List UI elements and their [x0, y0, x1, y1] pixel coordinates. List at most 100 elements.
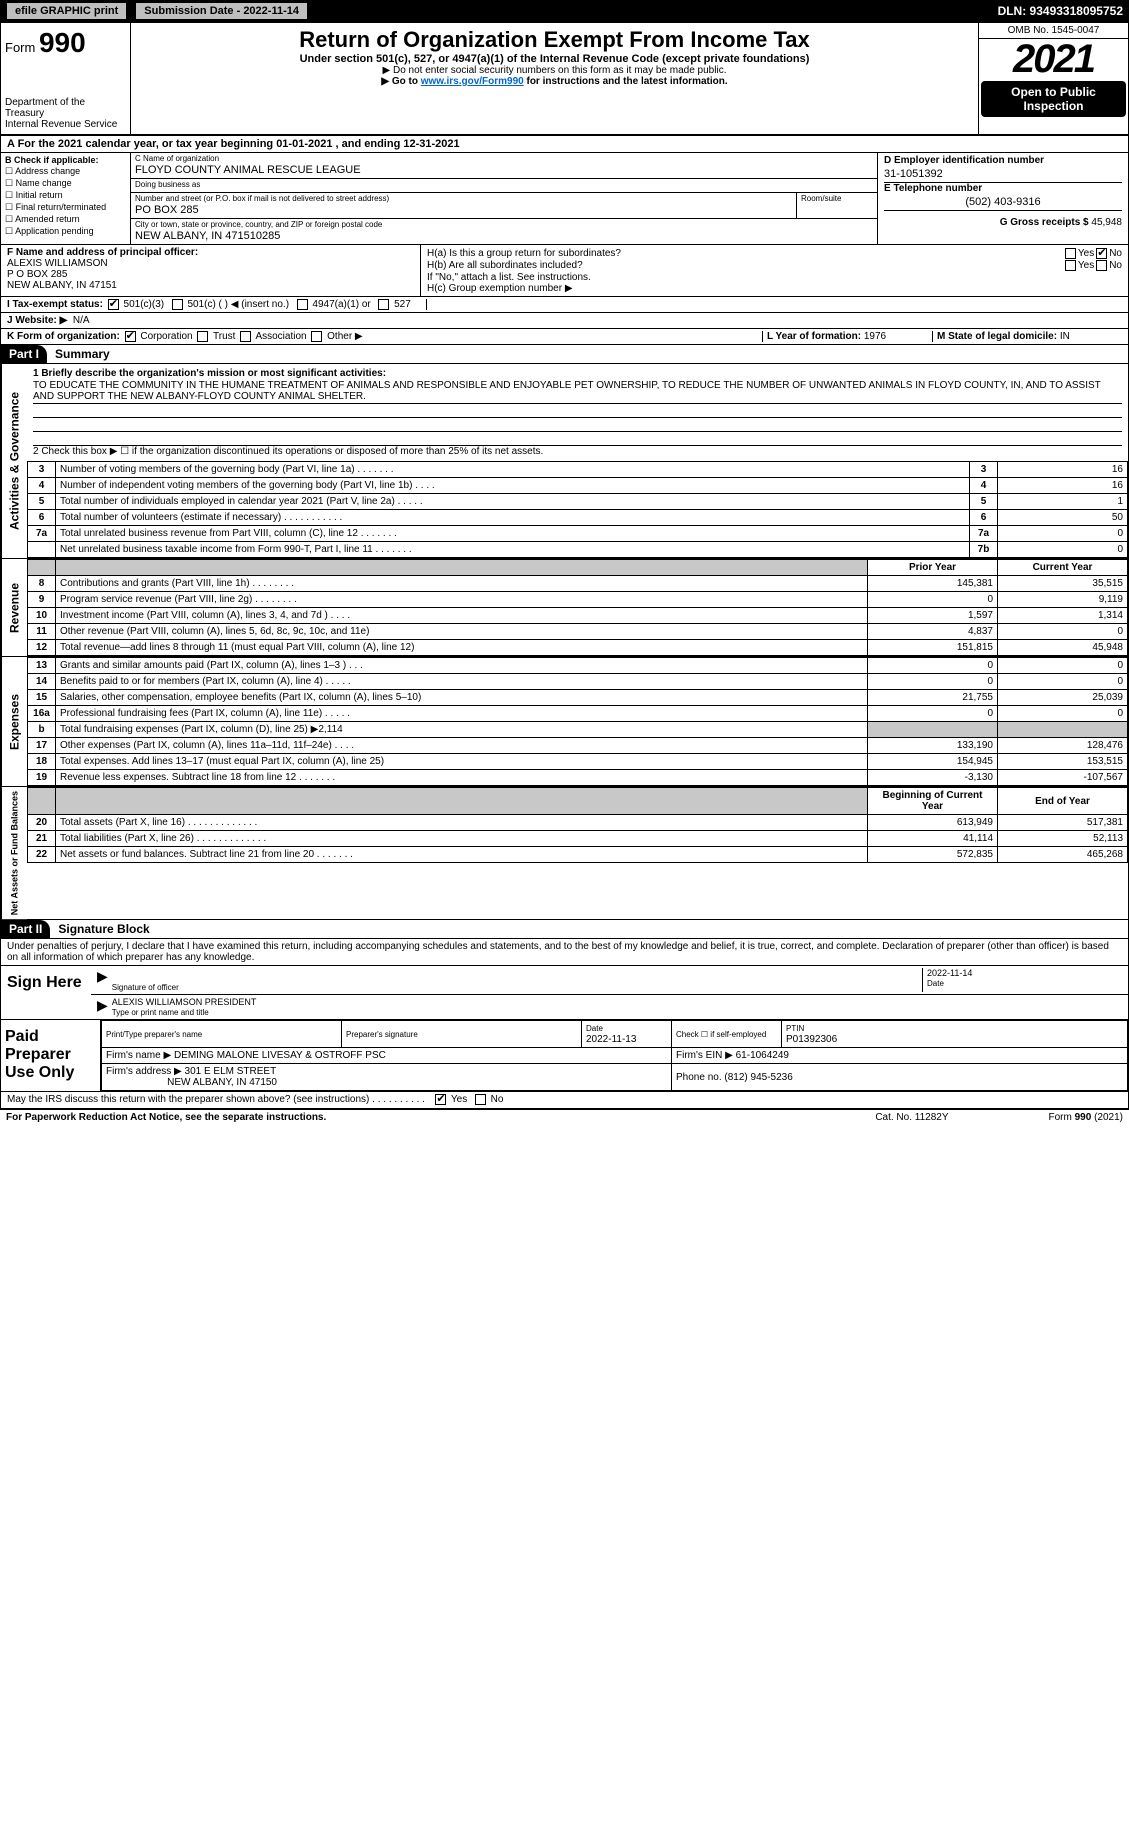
tel-value: (502) 403-9316 [884, 194, 1122, 211]
dept-treasury: Department of the Treasury [5, 97, 126, 119]
sig-date-value: 2022-11-14 [927, 968, 972, 978]
ptin-value: P01392306 [786, 1034, 837, 1045]
hb-no-checkbox[interactable] [1096, 260, 1107, 271]
dba-value [131, 190, 877, 192]
firm-phone: (812) 945-5236 [724, 1072, 792, 1083]
gross-label: G Gross receipts $ [1000, 217, 1089, 228]
form-label: Form [5, 40, 35, 55]
tax-year: 2021 [979, 39, 1128, 79]
submission-date: Submission Date - 2022-11-14 [135, 2, 308, 20]
year-formation: 1976 [864, 331, 886, 342]
mission-text: TO EDUCATE THE COMMUNITY IN THE HUMANE T… [33, 379, 1122, 404]
header-right: OMB No. 1545-0047 2021 Open to Public In… [978, 23, 1128, 134]
table-activities-governance: 3Number of voting members of the governi… [27, 461, 1128, 558]
city-value: NEW ALBANY, IN 471510285 [131, 230, 877, 244]
website-label: J Website: ▶ [7, 315, 67, 326]
officer-addr1: P O BOX 285 [7, 269, 67, 280]
sig-name-label: Type or print name and title [112, 1008, 209, 1017]
footer-mid: Cat. No. 11282Y [875, 1112, 948, 1123]
footer: For Paperwork Reduction Act Notice, see … [0, 1110, 1129, 1125]
goto-post: for instructions and the latest informat… [524, 76, 728, 87]
goto-pre: ▶ Go to [381, 76, 420, 87]
hb-note: If "No," attach a list. See instructions… [427, 272, 1122, 283]
open-inspection: Open to Public Inspection [981, 81, 1126, 117]
period-line: A For the 2021 calendar year, or tax yea… [1, 136, 1128, 153]
assoc-checkbox[interactable] [240, 331, 251, 342]
dba-label: Doing business as [131, 179, 877, 190]
ha-label: H(a) Is this a group return for subordin… [427, 248, 1063, 259]
sig-officer-label: Signature of officer [112, 983, 179, 992]
ha-yes-checkbox[interactable] [1065, 248, 1076, 259]
discuss-no-checkbox[interactable] [475, 1094, 486, 1105]
vtab-revenue: Revenue [1, 559, 27, 656]
form-header: Form 990 Department of the Treasury Inte… [1, 23, 1128, 136]
dept-irs: Internal Revenue Service [5, 119, 126, 130]
527-checkbox[interactable] [378, 299, 389, 310]
other-checkbox[interactable] [311, 331, 322, 342]
form-subtitle-2: ▶ Do not enter social security numbers o… [141, 65, 968, 76]
gross-value: 45,948 [1091, 217, 1122, 228]
section-f: F Name and address of principal officer:… [1, 245, 421, 296]
discuss-yes-checkbox[interactable] [435, 1094, 446, 1105]
sectb-label: B Check if applicable: [5, 155, 99, 165]
ein-value: 31-1051392 [884, 166, 1122, 183]
officer-name: ALEXIS WILLIAMSON [7, 258, 108, 269]
vtab-activities: Activities & Governance [1, 364, 27, 558]
dln: DLN: 93493318095752 [998, 4, 1123, 18]
tel-label: E Telephone number [884, 183, 1122, 194]
table-net-assets: Beginning of Current YearEnd of Year20To… [27, 787, 1128, 863]
form-container: Form 990 Department of the Treasury Inte… [0, 22, 1129, 1110]
header-middle: Return of Organization Exempt From Incom… [131, 23, 978, 134]
efile-badge: efile GRAPHIC print [6, 2, 127, 20]
table-revenue: Prior YearCurrent Year8Contributions and… [27, 559, 1128, 656]
form-number: 990 [39, 27, 86, 58]
firm-addr1: 301 E ELM STREET [185, 1066, 277, 1077]
corp-checkbox[interactable] [125, 331, 136, 342]
footer-right: Form 990 (2021) [1049, 1112, 1123, 1123]
line2-checkbox-text: 2 Check this box ▶ ☐ if the organization… [33, 446, 1122, 457]
sign-here-label: Sign Here [1, 966, 91, 1019]
org-name-label: C Name of organization [131, 153, 877, 164]
section-h: H(a) Is this a group return for subordin… [421, 245, 1128, 296]
section-i: I Tax-exempt status: 501(c)(3) 501(c) ( … [1, 297, 1128, 313]
sig-date-label: Date [927, 979, 944, 988]
section-b: B Check if applicable: ☐ Address change … [1, 153, 131, 244]
part1-header: Part I [1, 345, 47, 364]
perjury-declaration: Under penalties of perjury, I declare th… [1, 939, 1128, 966]
addr-value: PO BOX 285 [131, 204, 796, 218]
domicile: IN [1060, 331, 1070, 342]
firm-name: DEMING MALONE LIVESAY & OSTROFF PSC [174, 1050, 386, 1061]
topbar: efile GRAPHIC print Submission Date - 20… [0, 0, 1129, 22]
part2-header: Part II [1, 920, 50, 939]
irs-link[interactable]: www.irs.gov/Form990 [421, 76, 524, 87]
mission-label: 1 Briefly describe the organization's mi… [33, 368, 386, 379]
firm-ein: 61-1064249 [736, 1050, 789, 1061]
addr-label: Number and street (or P.O. box if mail i… [131, 193, 796, 204]
part1-net-assets: Net Assets or Fund Balances Beginning of… [1, 787, 1128, 920]
form-subtitle-1: Under section 501(c), 527, or 4947(a)(1)… [141, 53, 968, 65]
4947-checkbox[interactable] [297, 299, 308, 310]
501c-checkbox[interactable] [172, 299, 183, 310]
hb-yes-checkbox[interactable] [1065, 260, 1076, 271]
sig-name-value: ALEXIS WILLIAMSON PRESIDENT [112, 997, 257, 1007]
officer-addr2: NEW ALBANY, IN 47151 [7, 280, 117, 291]
ein-label: D Employer identification number [884, 155, 1122, 166]
part1-activities-governance: Activities & Governance 1 Briefly descri… [1, 364, 1128, 559]
domicile-label: M State of legal domicile: [937, 331, 1057, 342]
501c3-checkbox[interactable] [108, 299, 119, 310]
ha-no-checkbox[interactable] [1096, 248, 1107, 259]
city-label: City or town, state or province, country… [131, 219, 877, 230]
discuss-line: May the IRS discuss this return with the… [1, 1092, 1128, 1108]
paid-preparer-label: Paid Preparer Use Only [1, 1020, 101, 1091]
room-label: Room/suite [797, 193, 877, 204]
form-org-label: K Form of organization: [7, 331, 120, 342]
year-formation-label: L Year of formation: [767, 331, 861, 342]
part1-revenue: Revenue Prior YearCurrent Year8Contribut… [1, 559, 1128, 657]
tax-status-label: I Tax-exempt status: [7, 299, 103, 310]
part1-title: Summary [47, 345, 1128, 364]
section-klm: K Form of organization: Corporation Trus… [1, 329, 1128, 345]
section-deg: D Employer identification number 31-1051… [878, 153, 1128, 244]
trust-checkbox[interactable] [197, 331, 208, 342]
arrow-icon: ▶ [97, 968, 108, 992]
vtab-net-assets: Net Assets or Fund Balances [1, 787, 27, 919]
